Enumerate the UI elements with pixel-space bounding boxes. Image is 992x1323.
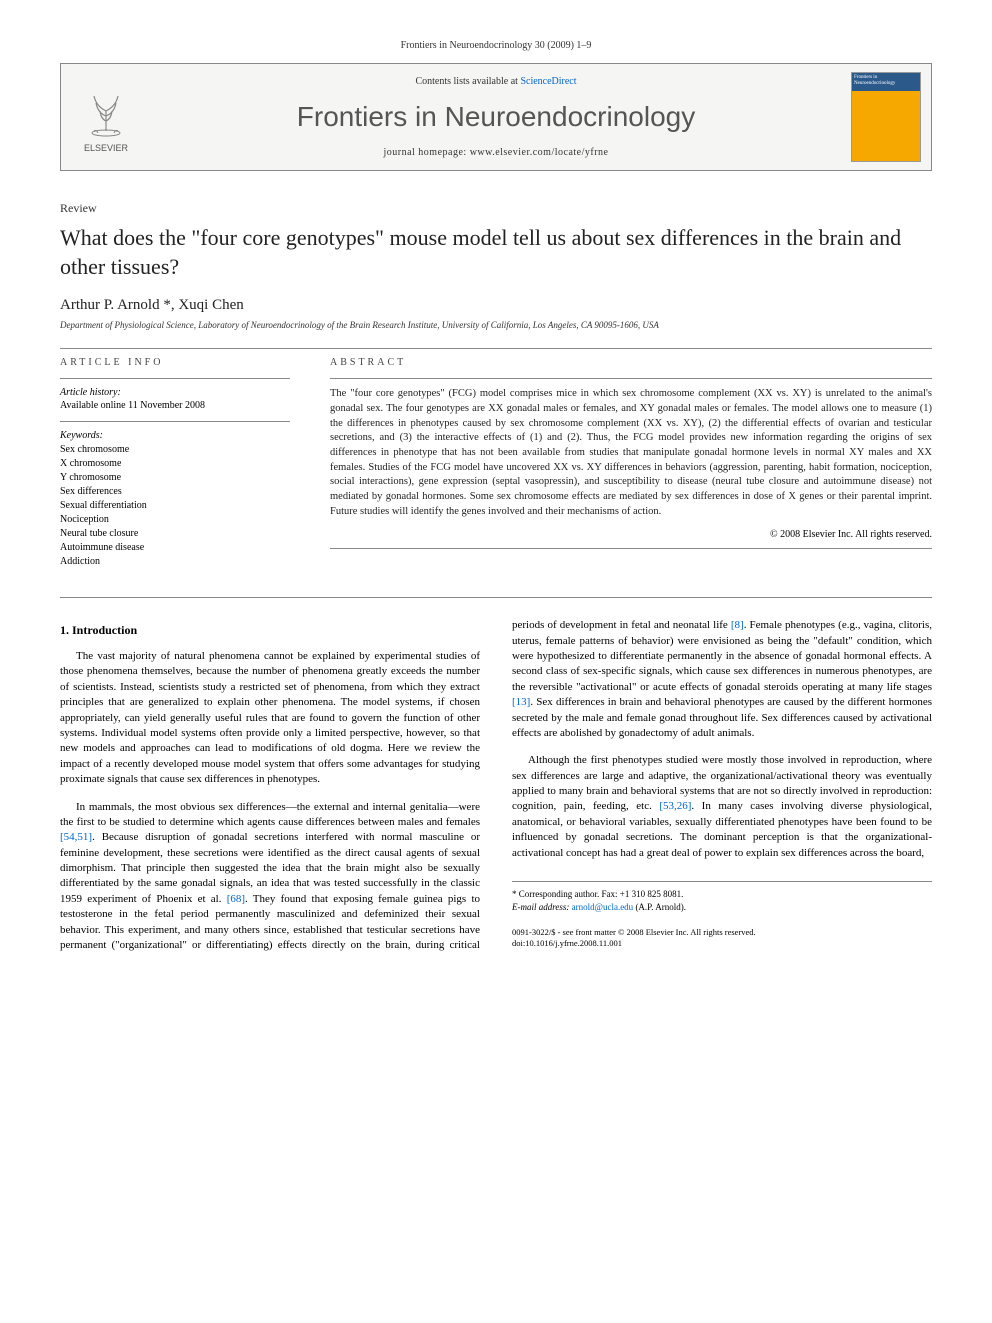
- corresponding-author-footer: * Corresponding author. Fax: +1 310 825 …: [512, 881, 932, 949]
- contents-available-line: Contents lists available at ScienceDirec…: [163, 76, 829, 87]
- article-info-column: ARTICLE INFO Article history: Available …: [60, 357, 290, 569]
- journal-title: Frontiers in Neuroendocrinology: [163, 101, 829, 133]
- copyright-footer: 0091-3022/$ - see front matter © 2008 El…: [512, 927, 932, 949]
- keyword: Addiction: [60, 555, 290, 569]
- keyword: Nociception: [60, 513, 290, 527]
- homepage-url[interactable]: www.elsevier.com/locate/yfrne: [470, 147, 609, 158]
- section-heading: 1. Introduction: [60, 622, 480, 639]
- divider: [60, 348, 932, 349]
- copyright-line: 0091-3022/$ - see front matter © 2008 El…: [512, 927, 932, 938]
- homepage-line: journal homepage: www.elsevier.com/locat…: [163, 147, 829, 158]
- journal-cover-icon: Frontiers in Neuroendocrinology: [851, 72, 921, 162]
- authors: Arthur P. Arnold *, Xuqi Chen: [60, 297, 932, 314]
- keyword: Sexual differentiation: [60, 499, 290, 513]
- citation-link[interactable]: [8]: [731, 619, 744, 631]
- abstract-text: The "four core genotypes" (FCG) model co…: [330, 387, 932, 519]
- keyword: Y chromosome: [60, 471, 290, 485]
- paragraph: Although the first phenotypes studied we…: [512, 753, 932, 861]
- keyword: Sex differences: [60, 485, 290, 499]
- abstract-copyright: © 2008 Elsevier Inc. All rights reserved…: [330, 529, 932, 540]
- cover-thumbnail-block: Frontiers in Neuroendocrinology: [841, 64, 931, 170]
- article-info-heading: ARTICLE INFO: [60, 357, 290, 368]
- journal-header: ELSEVIER Contents lists available at Sci…: [60, 63, 932, 171]
- paragraph: The vast majority of natural phenomena c…: [60, 649, 480, 788]
- abstract-heading: ABSTRACT: [330, 357, 932, 368]
- publisher-logo-block: ELSEVIER: [61, 64, 151, 170]
- corresponding-line: * Corresponding author. Fax: +1 310 825 …: [512, 888, 932, 901]
- affiliation: Department of Physiological Science, Lab…: [60, 320, 932, 330]
- citation-link[interactable]: [53,26]: [659, 800, 691, 812]
- keywords-label: Keywords:: [60, 430, 290, 441]
- keyword: X chromosome: [60, 457, 290, 471]
- email-line: E-mail address: arnold@ucla.edu (A.P. Ar…: [512, 901, 932, 914]
- divider: [330, 548, 932, 549]
- history-label: Article history:: [60, 387, 290, 398]
- keyword: Autoimmune disease: [60, 541, 290, 555]
- text-run: In mammals, the most obvious sex differe…: [60, 801, 480, 828]
- info-abstract-row: ARTICLE INFO Article history: Available …: [60, 357, 932, 569]
- elsevier-label: ELSEVIER: [84, 143, 128, 153]
- article-title: What does the "four core genotypes" mous…: [60, 224, 932, 281]
- citation-link[interactable]: [54,51]: [60, 831, 92, 843]
- keyword: Sex chromosome: [60, 443, 290, 457]
- keyword: Neural tube closure: [60, 527, 290, 541]
- text-run: . Sex differences in brain and behaviora…: [512, 696, 932, 739]
- divider: [60, 421, 290, 422]
- elsevier-tree-icon: [76, 81, 136, 141]
- cover-title: Frontiers in Neuroendocrinology: [852, 73, 920, 91]
- divider: [60, 378, 290, 379]
- email-suffix: (A.P. Arnold).: [633, 902, 686, 912]
- divider: [60, 597, 932, 598]
- citation-link[interactable]: [13]: [512, 696, 530, 708]
- contents-prefix: Contents lists available at: [415, 76, 520, 87]
- citation-link[interactable]: [68]: [227, 893, 245, 905]
- header-center: Contents lists available at ScienceDirec…: [151, 64, 841, 170]
- article-type: Review: [60, 201, 932, 216]
- email-link[interactable]: arnold@ucla.edu: [572, 902, 634, 912]
- citation-line: Frontiers in Neuroendocrinology 30 (2009…: [60, 40, 932, 51]
- keywords-list: Sex chromosome X chromosome Y chromosome…: [60, 443, 290, 569]
- doi-line: doi:10.1016/j.yfrne.2008.11.001: [512, 938, 932, 949]
- email-label: E-mail address:: [512, 902, 572, 912]
- body-text: 1. Introduction The vast majority of nat…: [60, 618, 932, 953]
- divider: [330, 378, 932, 379]
- abstract-column: ABSTRACT The "four core genotypes" (FCG)…: [330, 357, 932, 569]
- history-text: Available online 11 November 2008: [60, 400, 290, 411]
- sciencedirect-link[interactable]: ScienceDirect: [520, 76, 576, 87]
- homepage-prefix: journal homepage:: [383, 147, 469, 158]
